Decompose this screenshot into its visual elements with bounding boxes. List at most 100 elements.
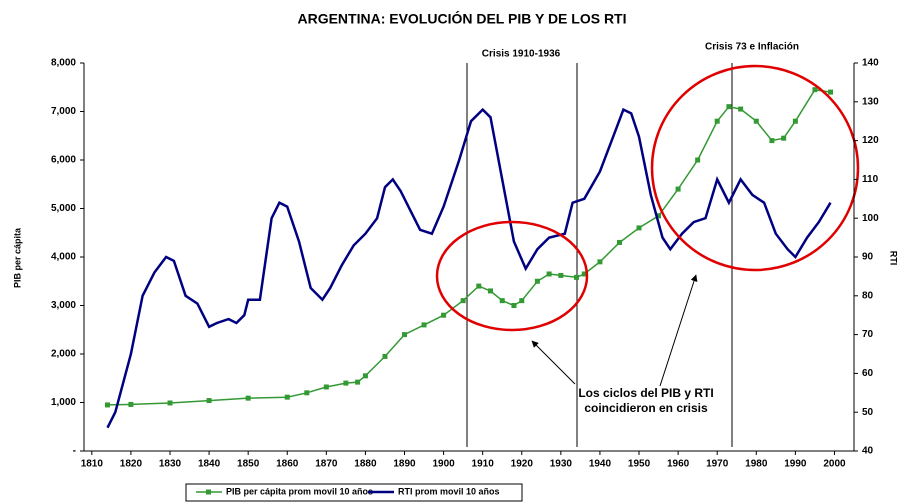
- x-tick-label: 1960: [667, 459, 690, 470]
- x-tick-label: 1820: [120, 459, 143, 470]
- chart-title: ARGENTINA: EVOLUCIÓN DEL PIB Y DE LOS RT…: [297, 10, 626, 27]
- x-tick-label: 1990: [784, 459, 807, 470]
- marker: [362, 373, 368, 379]
- legend-marker: [206, 489, 211, 495]
- x-tick-label: 1870: [315, 459, 338, 470]
- marker: [792, 118, 798, 124]
- y2-tick-label: 100: [862, 213, 879, 224]
- marker: [284, 394, 290, 400]
- marker: [323, 384, 329, 390]
- y-tick-label: -: [73, 446, 76, 457]
- marker: [304, 390, 310, 396]
- series-line: [106, 107, 832, 429]
- x-tick-label: 1840: [198, 459, 221, 470]
- marker: [167, 400, 173, 406]
- marker: [546, 271, 552, 277]
- marker: [476, 283, 482, 289]
- marker: [726, 104, 732, 110]
- x-tick-label: 1920: [511, 459, 534, 470]
- y-tick-label: 7,000: [51, 106, 76, 117]
- marker: [558, 272, 564, 278]
- x-tick-label: 1810: [81, 459, 104, 470]
- y2-tick-label: 70: [862, 329, 874, 340]
- y2-tick-label: 40: [862, 446, 874, 457]
- marker: [519, 298, 525, 304]
- y2-tick-label: 120: [862, 135, 879, 146]
- marker: [781, 135, 787, 141]
- y-tick-label: 8,000: [51, 58, 76, 69]
- marker: [245, 395, 251, 401]
- marker: [382, 353, 388, 359]
- marker: [812, 87, 818, 93]
- x-tick-label: 1830: [159, 459, 182, 470]
- plot-area: [104, 87, 834, 429]
- marker: [695, 157, 701, 163]
- x-tick-label: 1910: [472, 459, 495, 470]
- y2-tick-label: 140: [862, 58, 879, 69]
- y2-tick-label: 80: [862, 290, 874, 301]
- marker: [738, 106, 744, 112]
- x-tick-label: 1950: [628, 459, 651, 470]
- highlight-circle: [435, 220, 589, 332]
- y2-tick-label: 50: [862, 407, 874, 418]
- arrow: [659, 274, 698, 387]
- x-tick-label: 1970: [706, 459, 729, 470]
- marker: [460, 298, 466, 304]
- y-tick-label: 3,000: [51, 300, 76, 311]
- legend-label: RTI prom movil 10 años: [398, 486, 500, 496]
- marker: [636, 225, 642, 231]
- x-tick-label: 1880: [354, 459, 377, 470]
- marker: [128, 401, 134, 407]
- x-tick-label: 1900: [432, 459, 455, 470]
- x-tick-label: 1860: [276, 459, 299, 470]
- x-tick-label: 1930: [550, 459, 573, 470]
- y2-tick-label: 90: [862, 252, 874, 263]
- legend: [185, 483, 523, 502]
- x-tick-label: 1940: [589, 459, 612, 470]
- x-tick-label: 1980: [745, 459, 768, 470]
- y-tick-label: 4,000: [51, 252, 76, 263]
- annotation: Crisis 73 e Inflación: [705, 42, 799, 53]
- annotation: Los ciclos del PIB y RTI: [578, 386, 713, 400]
- annotation: coincidieron en crisis: [584, 401, 708, 415]
- marker: [675, 186, 681, 192]
- arrow: [531, 340, 576, 385]
- highlight-circle: [650, 64, 860, 272]
- marker: [769, 138, 775, 144]
- x-tick-label: 1890: [393, 459, 416, 470]
- y-tick-label: 5,000: [51, 203, 76, 214]
- y2-tick-label: 60: [862, 368, 874, 379]
- x-tick-label: 1850: [237, 459, 260, 470]
- y-tick-label: 1,000: [51, 397, 76, 408]
- marker: [511, 303, 517, 308]
- marker: [206, 398, 212, 404]
- marker: [828, 89, 834, 95]
- annotation: Crisis 1910-1936: [482, 49, 561, 60]
- marker: [581, 271, 587, 277]
- marker: [534, 278, 540, 284]
- marker: [355, 379, 361, 385]
- y-axis-label: PIB per cápita: [12, 227, 22, 288]
- legend-label: PIB per cápita prom movil 10 años: [226, 486, 373, 496]
- marker: [714, 118, 720, 124]
- marker: [753, 118, 759, 124]
- marker: [616, 239, 622, 245]
- y2-tick-label: 110: [862, 174, 879, 185]
- marker: [573, 274, 579, 280]
- marker: [487, 288, 493, 294]
- x-tick-label: 2000: [823, 459, 846, 470]
- marker: [343, 380, 349, 386]
- marker: [402, 332, 408, 338]
- y2-axis-label: RTI: [889, 251, 899, 266]
- marker: [104, 402, 110, 408]
- series-line: [107, 88, 831, 406]
- marker: [499, 298, 505, 304]
- marker: [421, 322, 427, 328]
- marker: [597, 259, 603, 265]
- marker: [441, 312, 447, 318]
- y-tick-label: 2,000: [51, 349, 76, 360]
- y-tick-label: 6,000: [51, 155, 76, 166]
- marker: [656, 213, 662, 219]
- y2-tick-label: 130: [862, 96, 879, 107]
